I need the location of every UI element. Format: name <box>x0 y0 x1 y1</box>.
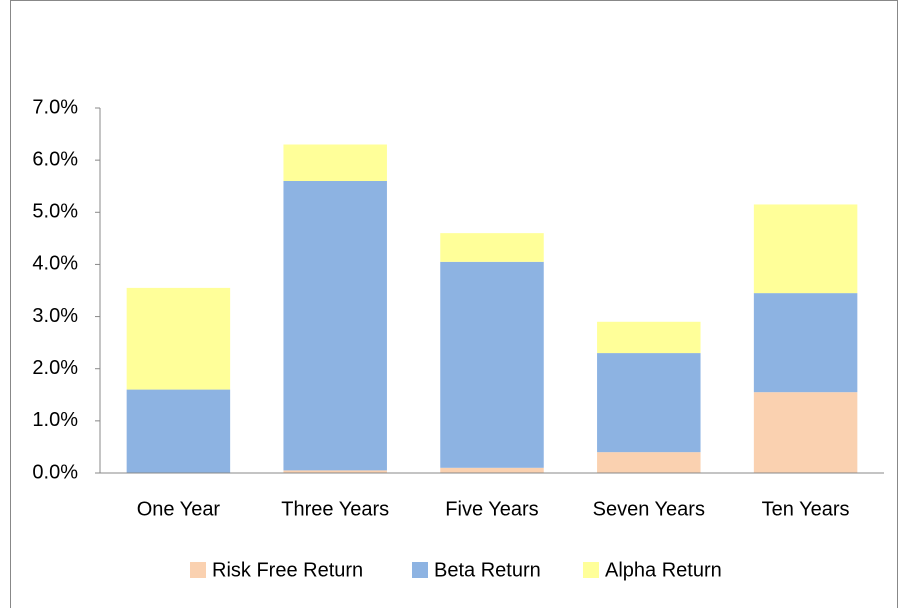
bar <box>597 321 701 354</box>
legend-label: Beta Return <box>434 559 541 581</box>
bar <box>440 467 544 473</box>
bar <box>283 470 387 473</box>
x-tick-label: Three Years <box>281 498 389 520</box>
legend-swatch <box>412 562 428 578</box>
legend-label: Alpha Return <box>605 559 722 581</box>
bar <box>597 353 701 453</box>
legend-label: Risk Free Return <box>212 559 363 581</box>
y-tick-label: 1.0% <box>32 409 78 431</box>
x-tick-label: Five Years <box>445 498 538 520</box>
x-tick-label: Seven Years <box>593 498 705 520</box>
y-tick-label: 0.0% <box>32 461 78 483</box>
y-tick-label: 6.0% <box>32 148 78 170</box>
legend-swatch <box>583 562 599 578</box>
y-tick-label: 2.0% <box>32 357 78 379</box>
y-tick-label: 5.0% <box>32 201 78 223</box>
bar <box>597 452 701 473</box>
x-tick-label: One Year <box>137 498 221 520</box>
y-tick-label: 7.0% <box>32 96 78 118</box>
x-tick-label: Ten Years <box>762 498 850 520</box>
chart-border <box>10 0 898 608</box>
bar <box>283 144 387 181</box>
bar <box>440 261 544 468</box>
y-tick-label: 4.0% <box>32 253 78 275</box>
legend-swatch <box>190 562 206 578</box>
bar <box>753 293 858 393</box>
bar <box>283 181 387 471</box>
bar <box>126 287 231 390</box>
y-tick-label: 3.0% <box>32 305 78 327</box>
bar <box>753 392 858 473</box>
bar <box>753 204 858 294</box>
bar <box>126 389 231 473</box>
bar <box>440 233 544 262</box>
